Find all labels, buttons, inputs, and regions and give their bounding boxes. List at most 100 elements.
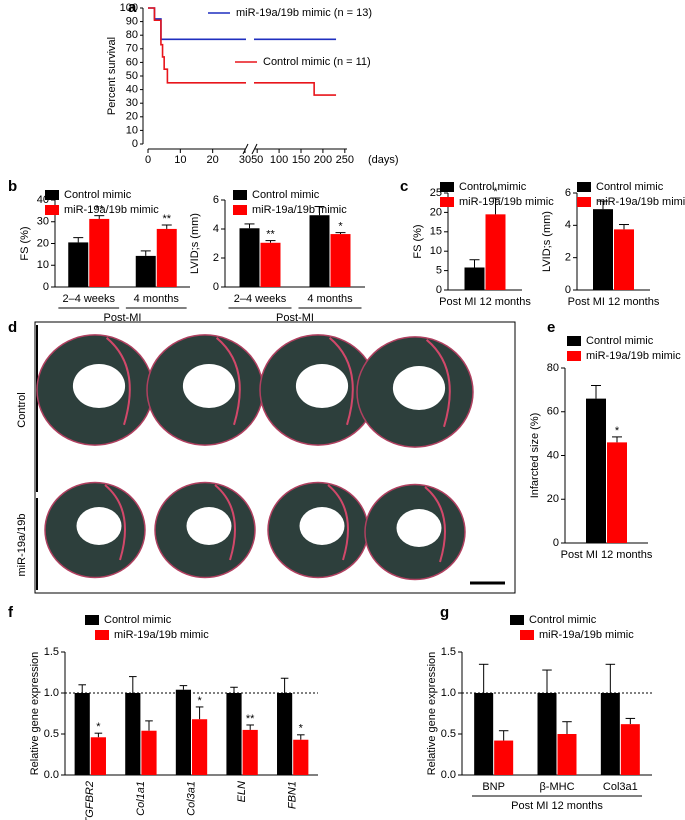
axis-break	[246, 0, 254, 160]
legend-label: Control mimic	[252, 189, 320, 201]
heart-fibrosis	[214, 484, 236, 561]
heart-fibrosis	[105, 337, 131, 426]
y-tick-label: 0	[436, 284, 442, 296]
bar	[192, 719, 208, 775]
legend-label: Control mimic	[586, 335, 654, 347]
y-tick-label: 20	[126, 111, 138, 123]
x-tick-label: 250	[336, 154, 354, 166]
significance-label: *	[96, 721, 101, 733]
heart-fibrosis	[328, 337, 354, 426]
group-label: Post-MI	[104, 312, 142, 324]
break-mark	[251, 143, 258, 155]
y-tick-label: 6	[565, 187, 571, 199]
x-tick-label: 0	[145, 154, 151, 166]
bar	[607, 442, 627, 543]
bar	[620, 724, 640, 775]
y-tick-label: 0	[553, 537, 559, 549]
bar	[68, 242, 89, 287]
y-tick-label: 20	[547, 493, 559, 505]
x-axis-label: (days)	[368, 154, 399, 166]
y-tick-label: 40	[547, 449, 559, 461]
y-tick-label: 30	[126, 97, 138, 109]
legend-swatch	[85, 615, 99, 625]
legend-label: miR-19a/19b mimic	[252, 204, 347, 216]
bar	[537, 693, 557, 775]
y-tick-label: 0	[132, 138, 138, 150]
legend-label: miR-19a/19b mimic	[64, 204, 159, 216]
x-tick-label: 150	[292, 154, 310, 166]
y-tick-label: 80	[126, 29, 138, 41]
y-tick-label: 4	[213, 223, 219, 235]
x-tick-label: 4 months	[307, 293, 353, 305]
heart-lumen	[186, 507, 232, 545]
panel-letter: c	[400, 178, 408, 195]
y-tick-label: 20	[37, 237, 49, 249]
significance-label: **	[266, 229, 275, 241]
significance-label: **	[95, 204, 104, 216]
bar	[557, 734, 577, 775]
y-tick-label: 90	[126, 16, 138, 28]
x-tick-label: FBN1	[287, 781, 299, 809]
legend-label: miR-19a/19b mimic (n = 13)	[236, 7, 372, 19]
bar	[309, 215, 330, 287]
bar	[600, 693, 620, 775]
y-tick-label: 5	[436, 265, 442, 277]
y-tick-label: 60	[547, 406, 559, 418]
heart-lumen	[76, 507, 122, 545]
bar	[464, 267, 485, 290]
y-axis-label: LVID;s (mm)	[541, 211, 553, 272]
bar	[293, 739, 309, 775]
panel-letter: a	[128, 0, 137, 16]
legend-swatch	[233, 190, 247, 200]
legend-label: Control mimic (n = 11)	[263, 56, 371, 68]
x-tick-label: 10	[174, 154, 186, 166]
y-tick-label: 30	[37, 216, 49, 228]
legend-label: miR-19a/19b mimic	[459, 196, 554, 208]
significance-label: *	[338, 221, 343, 233]
bar	[125, 693, 141, 775]
legend-swatch	[95, 630, 109, 640]
legend-label: miR-19a/19b mimic	[586, 350, 681, 362]
legend-swatch	[45, 190, 59, 200]
bar	[74, 693, 90, 775]
bar	[330, 234, 351, 287]
group-label: Post MI 12 months	[511, 800, 603, 812]
significance-label: **	[162, 213, 171, 225]
legend-label: miR-19a/19b mimic	[596, 196, 685, 208]
y-tick-label: 10	[126, 124, 138, 136]
x-tick-label: Col3a1	[185, 781, 197, 816]
panel-frame	[34, 321, 516, 594]
y-tick-label: 0.0	[441, 769, 456, 781]
x-tick-label: 50	[251, 154, 263, 166]
y-tick-label: 25	[430, 187, 442, 199]
bar	[494, 740, 514, 775]
legend-swatch	[577, 182, 591, 192]
bar	[242, 729, 258, 775]
legend-swatch	[567, 336, 581, 346]
panel-letter: g	[440, 604, 449, 621]
y-tick-label: 40	[126, 84, 138, 96]
legend-swatch	[440, 182, 454, 192]
y-axis-label: FS (%)	[412, 224, 424, 258]
bar	[593, 209, 613, 290]
bar	[586, 398, 606, 543]
y-tick-label: 100	[120, 2, 138, 14]
y-axis-label: LVID;s (mm)	[189, 213, 201, 274]
legend-swatch	[567, 351, 581, 361]
legend-swatch	[45, 205, 59, 215]
y-tick-label: 10	[37, 259, 49, 271]
bar	[175, 689, 191, 775]
bar	[260, 242, 281, 287]
y-tick-label: 0	[213, 281, 219, 293]
survival-line	[148, 7, 337, 96]
y-tick-label: 2	[213, 252, 219, 264]
heart-fibrosis	[424, 486, 446, 563]
y-tick-label: 1.0	[441, 687, 456, 699]
x-tick-label: Post MI 12 months	[439, 296, 531, 308]
x-tick-label: 100	[270, 154, 288, 166]
y-tick-label: 0.5	[441, 728, 456, 740]
row-label: Control	[16, 392, 28, 427]
y-axis-label: Relative gene expression	[426, 652, 438, 776]
heart-lumen	[392, 365, 446, 411]
x-tick-label: BNP	[482, 781, 505, 793]
